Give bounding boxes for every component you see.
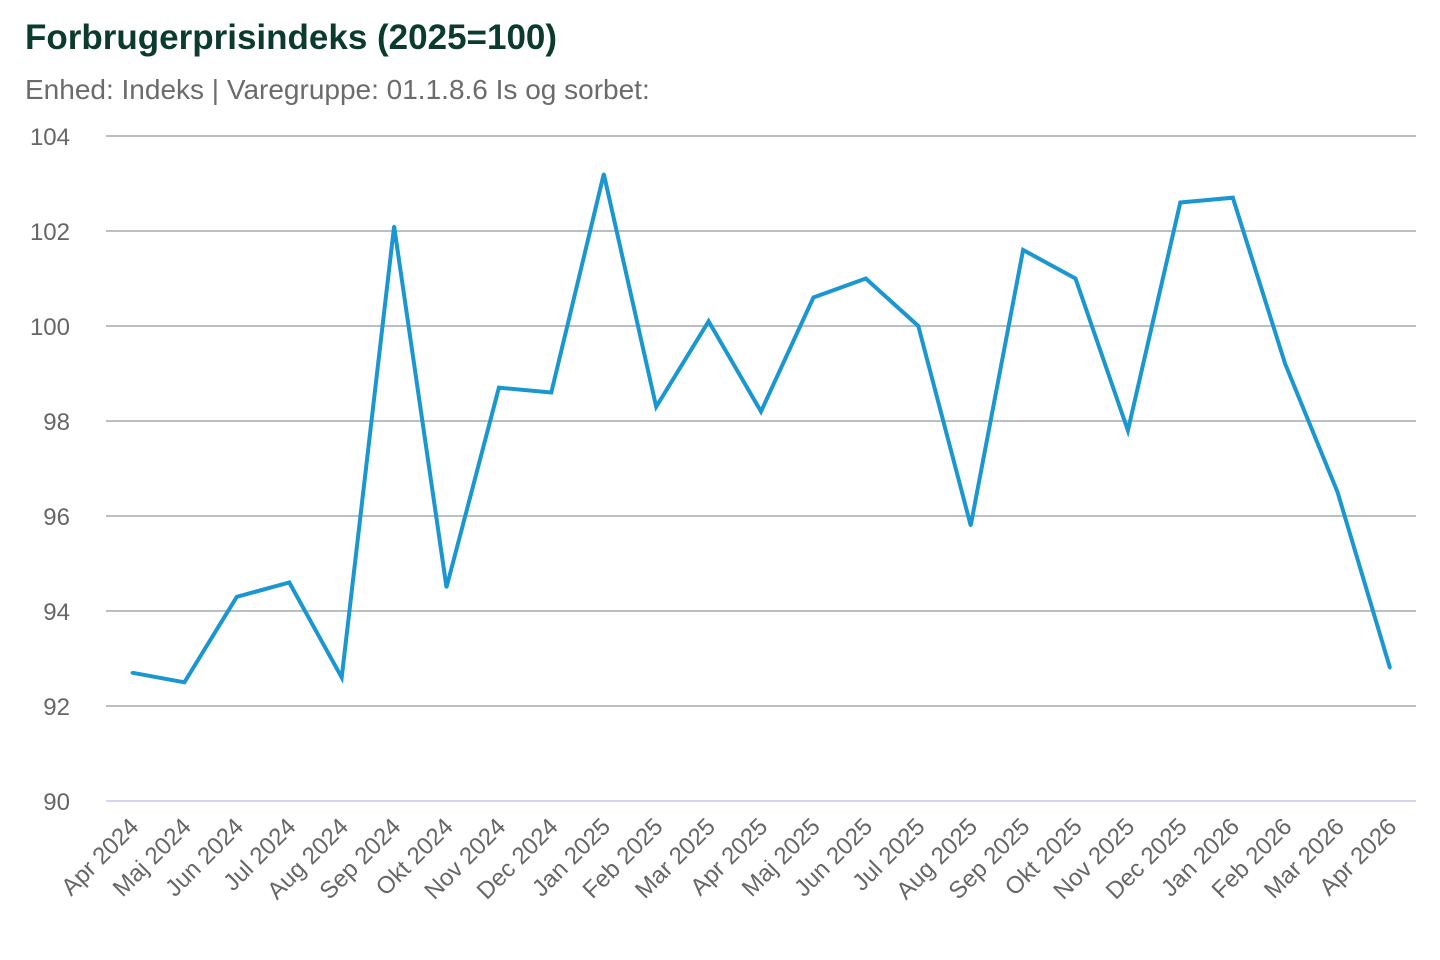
data-point bbox=[707, 319, 711, 323]
data-point bbox=[1388, 666, 1392, 670]
data-point bbox=[340, 676, 344, 679]
data-point bbox=[1021, 248, 1025, 252]
data-point bbox=[1126, 429, 1130, 432]
data-point bbox=[759, 410, 763, 413]
y-tick-label: 92 bbox=[43, 694, 70, 721]
data-point bbox=[1178, 201, 1182, 204]
data-point bbox=[1074, 277, 1077, 280]
y-tick-label: 90 bbox=[43, 789, 70, 816]
y-tick-label: 98 bbox=[43, 409, 70, 436]
data-point bbox=[235, 595, 239, 599]
data-point bbox=[602, 172, 606, 176]
data-point bbox=[287, 581, 291, 584]
data-point bbox=[1231, 196, 1235, 200]
chart-subtitle: Enhed: Indeks | Varegruppe: 01.1.8.6 Is … bbox=[25, 74, 650, 105]
data-point bbox=[969, 524, 973, 527]
data-point bbox=[497, 386, 501, 390]
y-tick-label: 102 bbox=[30, 219, 70, 246]
data-point bbox=[1283, 362, 1287, 366]
y-tick-label: 94 bbox=[43, 599, 70, 626]
y-tick-label: 100 bbox=[30, 314, 70, 341]
data-point bbox=[654, 405, 658, 409]
data-point bbox=[392, 224, 396, 228]
series-line bbox=[131, 173, 1392, 685]
data-point bbox=[1336, 490, 1340, 494]
data-point bbox=[182, 680, 186, 684]
y-tick-label: 96 bbox=[43, 504, 70, 531]
chart-title: Forbrugerprisindeks (2025=100) bbox=[25, 18, 558, 57]
y-tick-label: 104 bbox=[30, 124, 70, 151]
data-point bbox=[549, 391, 553, 394]
data-point bbox=[811, 296, 815, 299]
data-point bbox=[130, 671, 134, 675]
data-point bbox=[864, 277, 868, 280]
data-point bbox=[445, 585, 448, 589]
data-point bbox=[916, 324, 920, 328]
